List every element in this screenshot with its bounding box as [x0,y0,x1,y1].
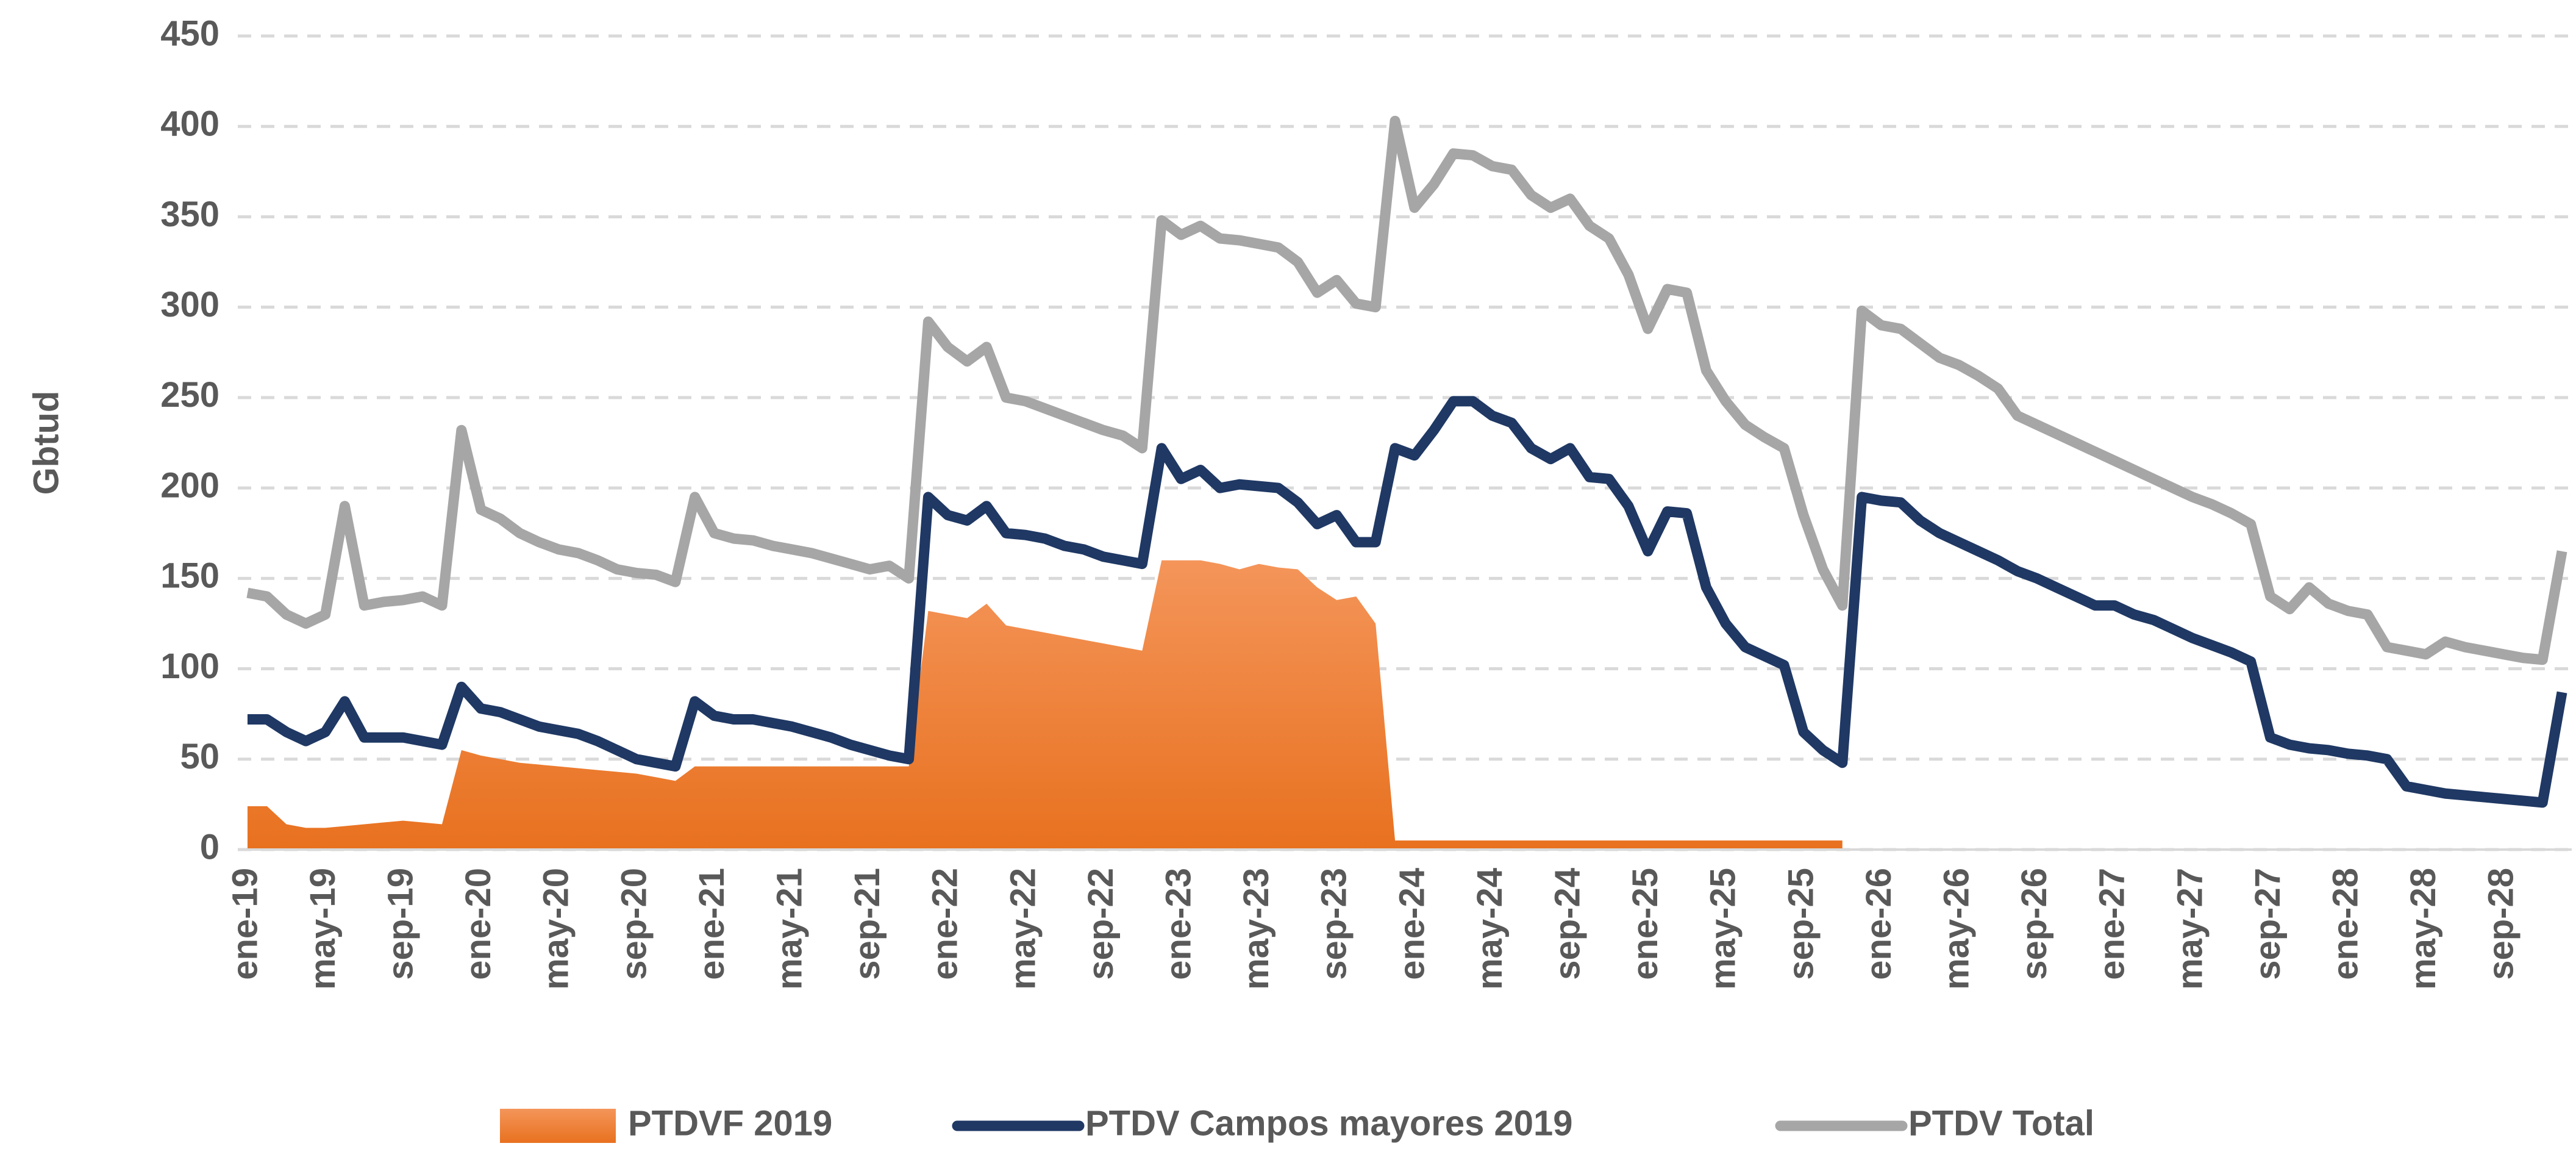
x-tick-label: may-23 [1236,868,1276,990]
x-tick-label: sep-19 [380,868,420,980]
y-tick-label: 150 [160,556,219,596]
x-tick-label: ene-20 [458,868,498,980]
legend-label: PTDVF 2019 [628,1103,832,1143]
y-tick-label: 50 [180,737,219,776]
x-tick-label: ene-24 [1392,868,1432,980]
y-tick-label: 400 [160,104,219,144]
y-tick-label: 250 [160,375,219,415]
x-tick-label: sep-28 [2481,868,2521,980]
x-tick-label: ene-23 [1158,868,1198,980]
legend-swatch [500,1109,616,1143]
legend-label: PTDV Campos mayores 2019 [1085,1103,1572,1143]
y-tick-label: 300 [160,285,219,324]
x-tick-label: ene-19 [225,868,265,980]
y-tick-label: 450 [160,13,219,53]
x-tick-label: may-28 [2403,868,2443,990]
x-tick-label: ene-28 [2325,868,2365,980]
x-tick-label: may-25 [1704,868,1743,990]
x-tick-label: may-20 [537,868,576,990]
y-tick-label: 200 [160,465,219,505]
y-tick-label: 0 [200,827,219,867]
x-tick-label: sep-22 [1081,868,1121,980]
x-tick-label: may-21 [769,868,809,990]
x-tick-label: may-22 [1003,868,1043,990]
x-tick-label: ene-26 [1859,868,1899,980]
x-tick-label: sep-27 [2248,868,2288,980]
y-axis-label: Gbtud [26,391,66,495]
y-tick-label: 350 [160,195,219,234]
legend-label: PTDV Total [1908,1103,2094,1143]
x-tick-label: sep-21 [847,868,887,980]
area [247,560,1843,850]
y-tick-label: 100 [160,646,219,686]
x-tick-label: ene-25 [1625,868,1665,980]
x-tick-label: sep-23 [1315,868,1354,980]
x-tick-label: may-19 [303,868,343,990]
x-tick-label: ene-27 [2093,868,2132,980]
x-tick-label: sep-24 [1547,868,1587,980]
line [246,115,2567,665]
x-tick-label: may-27 [2170,868,2210,990]
x-tick-label: ene-22 [926,868,965,980]
line [247,396,2567,808]
x-tick-label: sep-26 [2014,868,2054,980]
x-tick-label: ene-21 [692,868,732,980]
x-tick-label: sep-25 [1781,868,1821,980]
x-tick-label: may-24 [1470,868,1510,990]
x-tick-label: may-26 [1936,868,1976,990]
x-tick-label: sep-20 [614,868,654,980]
